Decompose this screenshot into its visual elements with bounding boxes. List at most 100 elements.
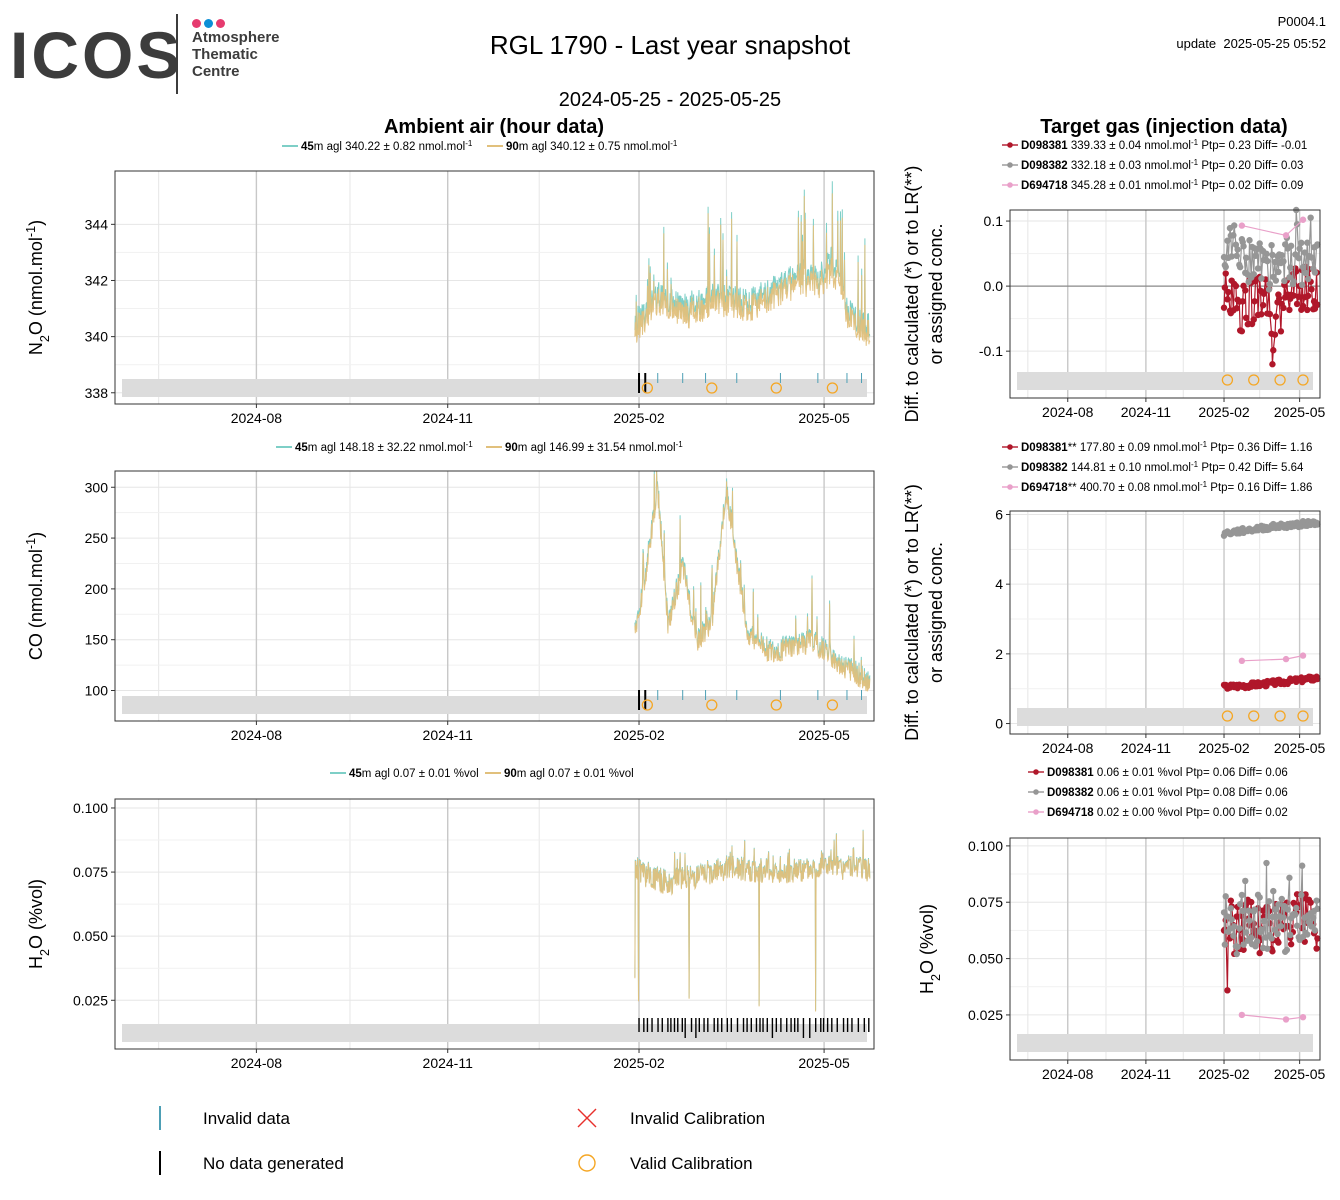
status-band	[1017, 1034, 1313, 1052]
data-point-D098381	[1225, 288, 1232, 296]
y-tick-label: 0.025	[968, 1007, 1003, 1023]
y-tick-label: 150	[85, 632, 109, 648]
data-point-D098382	[1298, 862, 1306, 869]
data-point-D098382	[1242, 929, 1250, 936]
data-point-D098382	[1277, 922, 1285, 930]
data-point-D694718	[1238, 657, 1246, 665]
data-point-D098382	[1314, 521, 1321, 528]
data-point-D098382	[1245, 907, 1252, 914]
data-point-D098382	[1265, 898, 1273, 905]
data-point-D098381	[1224, 987, 1231, 994]
data-point-D098382	[1233, 950, 1240, 958]
data-point-D098382	[1292, 911, 1299, 918]
data-point-D098382	[1222, 263, 1229, 271]
x-tick-label: 2024-11	[423, 727, 474, 743]
legend-swatch-dot	[1033, 809, 1039, 815]
valid-calibration-label: Valid Calibration	[630, 1154, 753, 1173]
date-range: 2024-05-25 - 2025-05-25	[558, 89, 782, 111]
plot-area	[1010, 511, 1320, 734]
plot-area	[115, 799, 874, 1049]
legend-swatch-dot	[1007, 484, 1013, 490]
data-point-D098382	[1286, 274, 1293, 281]
y-tick-label: 0.075	[73, 864, 108, 880]
data-point-D098382	[1236, 900, 1244, 908]
data-point-D098382	[1290, 278, 1297, 285]
data-point-D098382	[1280, 914, 1287, 921]
data-point-D098382	[1284, 906, 1291, 913]
invalid-calibration-icon	[577, 1108, 597, 1128]
invalid-data-icon	[159, 1106, 161, 1130]
data-point-D694718	[1299, 216, 1307, 223]
data-point-D098381	[1290, 292, 1297, 299]
data-point-D098381	[1314, 935, 1321, 942]
product-code: P0004.1	[1277, 14, 1326, 29]
data-point-D098381	[1275, 939, 1282, 946]
data-point-D098381	[1313, 945, 1320, 952]
legend-item: 45m agl 340.22 ± 0.82 nmol.mol-1	[301, 139, 473, 154]
data-point-D098382	[1258, 275, 1265, 282]
data-point-D098382	[1286, 874, 1293, 881]
data-point-D098381	[1314, 301, 1321, 308]
legend-swatch-dot	[1007, 142, 1013, 148]
data-point-D098382	[1239, 907, 1246, 915]
y-tick-label: 250	[85, 530, 109, 546]
x-tick-label: 2025-05	[1274, 404, 1326, 420]
x-tick-label: 2025-02	[1198, 404, 1250, 420]
data-point-D098382	[1227, 905, 1235, 912]
logo-line-3: Centre	[192, 63, 240, 80]
y-axis-label-text: CO (nmol.mol-1)	[24, 532, 46, 660]
data-point-D098382	[1310, 914, 1317, 922]
data-point-D098381	[1251, 298, 1258, 305]
valid-calibration-marker	[641, 382, 653, 394]
co-target-chart: 0 2 4 6 2024-08 2024-11 2025-02 2025-05 D098381*…	[902, 440, 1326, 757]
x-tick-label: 2025-05	[798, 727, 850, 743]
x-tick-label: 2024-08	[1042, 740, 1094, 756]
data-point-D098382	[1308, 254, 1315, 261]
data-point-D098381	[1220, 304, 1228, 311]
data-point-D098381	[1256, 949, 1263, 957]
legend-item: D098381 339.33 ± 0.04 nmol.mol-1 Ptp= 0.…	[1021, 138, 1307, 153]
data-point-D098382	[1260, 917, 1268, 925]
status-band	[1017, 372, 1313, 390]
y-axis-label: Diff. to calculated (*) or to LR(**) or a…	[902, 484, 946, 741]
x-tick-label: 2025-05	[798, 1055, 850, 1071]
x-tick-label: 2024-08	[231, 727, 283, 743]
legend-item: 45m agl 0.07 ± 0.01 %vol	[349, 768, 479, 780]
bottom-legend: Invalid data No data generated Invalid C…	[0, 1095, 1340, 1195]
legend-item: D098381** 177.80 ± 0.09 nmol.mol-1 Ptp= …	[1021, 440, 1312, 455]
legend-item: D098382 332.18 ± 0.03 nmol.mol-1 Ptp= 0.…	[1021, 158, 1303, 173]
data-point-D098381	[1307, 899, 1314, 906]
y-axis-label-text: H2O (%vol)	[26, 879, 52, 969]
y-tick-label: 0.100	[968, 838, 1003, 854]
data-point-D098381	[1304, 306, 1311, 314]
valid-calibration-marker	[770, 699, 782, 711]
data-point-D098382	[1313, 897, 1320, 904]
logo-dots-icon	[192, 15, 225, 33]
plot-frame	[114, 470, 875, 722]
data-point-D098381	[1269, 948, 1276, 955]
data-point-D098382	[1240, 243, 1247, 250]
data-point-D098381	[1270, 347, 1277, 354]
legend-item: D694718** 400.70 ± 0.08 nmol.mol-1 Ptp= …	[1021, 480, 1312, 495]
y-tick-label: 344	[85, 216, 109, 232]
data-point-D098382	[1270, 887, 1277, 895]
data-point-D098382	[1304, 275, 1312, 283]
data-point-D098382	[1230, 232, 1237, 239]
data-point-D098382	[1293, 922, 1301, 929]
x-tick-label: 2024-08	[231, 410, 283, 426]
data-point-D098382	[1272, 277, 1280, 284]
valid-calibration-marker	[1297, 374, 1309, 386]
data-point-D098382	[1254, 265, 1262, 272]
plot-area	[115, 471, 874, 721]
x-tick-label: 2025-05	[1274, 1066, 1326, 1082]
data-point-D098381	[1269, 361, 1276, 368]
y-tick-label: 0.050	[968, 951, 1003, 967]
data-point-D098381	[1299, 302, 1307, 310]
data-point-D098382	[1234, 943, 1241, 951]
data-point-D098382	[1236, 263, 1244, 271]
data-point-D098381	[1233, 913, 1240, 920]
x-tick-label: 2024-08	[1042, 404, 1094, 420]
y-tick-label: 6	[995, 506, 1003, 522]
data-point-D694718	[1282, 655, 1290, 663]
data-point-D098381	[1239, 298, 1246, 305]
